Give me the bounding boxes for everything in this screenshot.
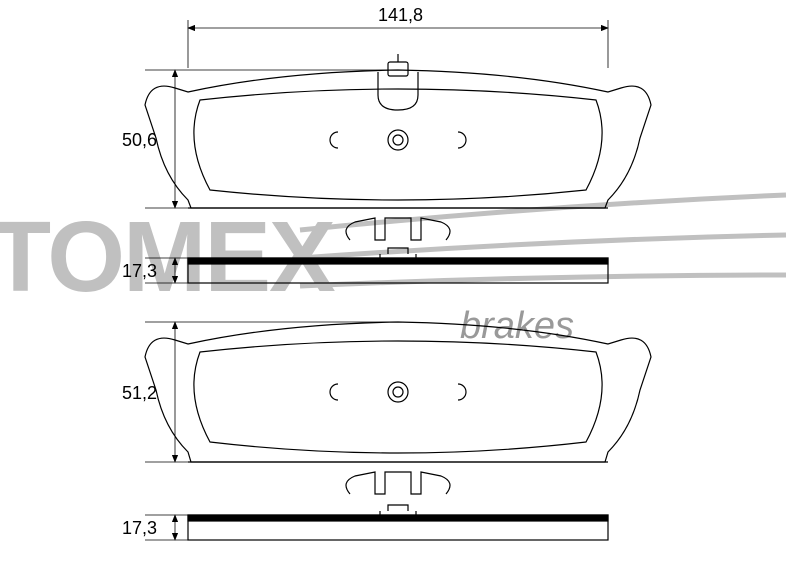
brake-pad-1: [145, 54, 651, 208]
side-bar-2: [188, 505, 608, 540]
drawing-root: TOMEX brakes: [0, 0, 786, 582]
dim-height1-label: 50,6: [122, 130, 157, 151]
dim-thickness1-label: 17,3: [122, 261, 157, 282]
dim-thickness2-label: 17,3: [122, 518, 157, 539]
retaining-clip-2: [346, 472, 450, 494]
dim-height2-label: 51,2: [122, 383, 157, 404]
side-bar-1: [188, 248, 608, 283]
brake-pad-2: [145, 322, 651, 462]
dim-width-label: 141,8: [378, 5, 423, 26]
technical-drawing: [0, 0, 786, 582]
retaining-clip-1: [346, 218, 450, 240]
